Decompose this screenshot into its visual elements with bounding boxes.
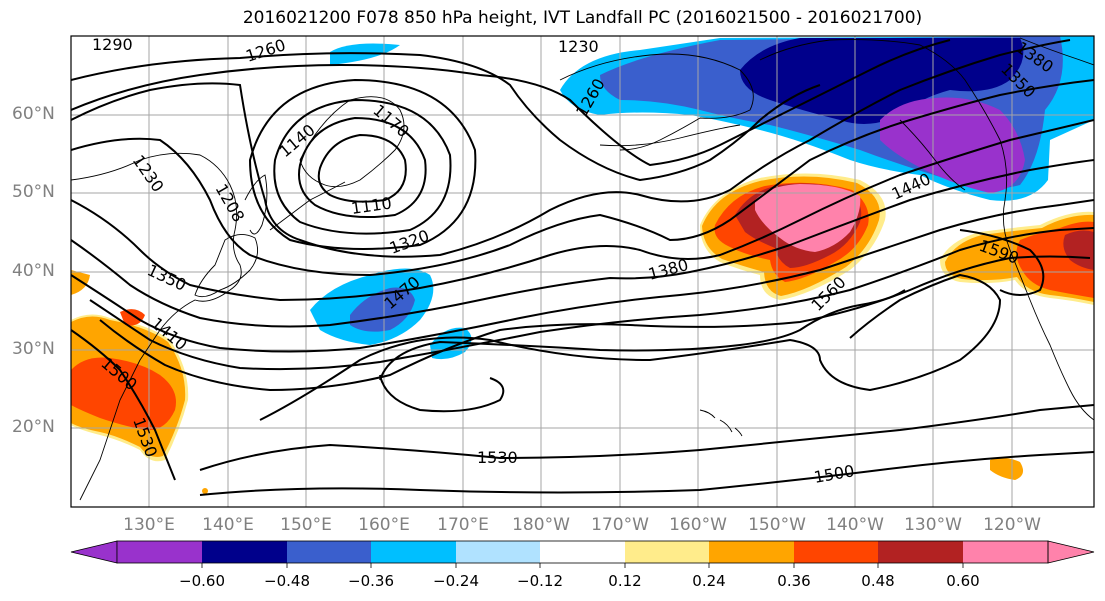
lon-label: 160°E [358, 515, 410, 535]
colorbar-bin [287, 541, 371, 563]
colorbar-tick-label: −0.24 [433, 572, 479, 590]
shade-neg-purple-alaska [880, 97, 1025, 193]
shade-pos-orange-hawaii-east [990, 457, 1024, 480]
shade-neg-light-north [330, 43, 400, 65]
colorbar-bin [456, 541, 540, 563]
lon-label: 150°E [280, 515, 332, 535]
contour-label: 1110 [350, 193, 393, 217]
contour-1500-west [71, 329, 176, 481]
lat-label: 20°N [12, 417, 55, 437]
contour-label: 1320 [387, 226, 432, 258]
lon-label: 130°W [904, 515, 962, 535]
contour-1290 [71, 39, 1071, 258]
colorbar-tick-label: 0.36 [777, 572, 811, 590]
contour-1560 [379, 289, 906, 381]
figure-title: 2016021200 F078 850 hPa height, IVT Land… [242, 8, 923, 28]
coast-japan [194, 234, 259, 298]
colorbar-bin [202, 541, 287, 563]
contour-1110 [317, 133, 407, 203]
contour-1208 [248, 78, 477, 250]
coast-sakhalin [244, 174, 268, 235]
lon-label: 120°W [983, 515, 1041, 535]
coast-gulf-alaska [759, 39, 1094, 421]
colorbar-bin [625, 541, 709, 563]
colorbar [70, 540, 1095, 568]
colorbar-bin [794, 541, 878, 563]
colorbar-bin [963, 541, 1048, 563]
contour-1530-south [199, 404, 1094, 471]
lat-label: 50°N [12, 182, 55, 202]
coast-hawaii [699, 409, 743, 437]
map-frame [70, 35, 1095, 508]
contour-1170 [273, 98, 452, 235]
lon-label: 180°W [512, 515, 570, 535]
coast-north-arctic [1019, 37, 1094, 66]
coast-aleutians [599, 124, 741, 147]
colorbar-tick-label: −0.48 [264, 572, 310, 590]
contour-1590 [959, 229, 1045, 296]
contour-1230 [71, 52, 821, 182]
colorbar-extend-left [70, 540, 118, 564]
height-contours [71, 39, 1094, 496]
coast-asia-east [71, 152, 242, 501]
lon-label: 130°E [123, 515, 175, 535]
shade-pos-orange-wp-small [120, 309, 145, 326]
contour-label: 1260 [243, 35, 288, 66]
lat-label: 60°N [12, 104, 55, 124]
lon-label: 160°W [669, 515, 727, 535]
lat-label: 40°N [12, 261, 55, 281]
colorbar-tick-label: −0.36 [348, 572, 394, 590]
contour-1530-east-lobe [379, 374, 505, 413]
shade-pos-darkred-ca [1063, 230, 1094, 270]
contour-1140 [298, 116, 427, 219]
shade-pos-dot [202, 488, 208, 494]
contour-1530 [259, 273, 1002, 421]
coast-canada-islands [899, 119, 966, 191]
contour-1500-south [199, 451, 1094, 496]
colorbar-extend-right [1047, 540, 1095, 564]
colorbar-bin [540, 541, 625, 563]
contour-label: 1230 [558, 37, 599, 56]
contour-label: 1380 [646, 255, 690, 284]
colorbar-tick-label: 0.24 [692, 572, 726, 590]
lon-label: 140°E [202, 515, 254, 535]
contour-label: 1170 [369, 101, 412, 142]
contour-label: 1350 [144, 260, 189, 294]
contour-label: 1530 [477, 448, 518, 467]
contour-label: 1290 [92, 35, 133, 54]
contour-1410 [71, 199, 1094, 353]
colorbar-bin [371, 541, 456, 563]
contour-1320 [71, 79, 1094, 277]
contour-1470 [99, 255, 1091, 392]
coast-alaska [559, 53, 754, 151]
lat-label: 30°N [12, 339, 55, 359]
coast-kurils [269, 181, 346, 231]
lon-label: 170°W [591, 515, 649, 535]
shade-pos-pink-center [755, 184, 861, 252]
lon-label: 170°E [437, 515, 489, 535]
colorbar-tick-label: 0.60 [946, 572, 980, 590]
contour-label: 1440 [889, 169, 934, 203]
contour-1260 [71, 39, 951, 167]
contour-1440 [89, 227, 1094, 371]
colorbar-tick-label: −0.12 [517, 572, 563, 590]
colorbar-bin [117, 541, 202, 563]
colorbar-tick-label: 0.48 [861, 572, 895, 590]
colorbar-bin [878, 541, 963, 563]
shade-neg-navy-gulf [740, 38, 1024, 124]
contour-label: 1500 [812, 461, 855, 487]
colorbar-bin [709, 541, 794, 563]
lon-label: 150°W [748, 515, 806, 535]
colorbar-tick-label: 0.12 [608, 572, 642, 590]
contour-1350 [71, 119, 1094, 302]
lon-label: 140°W [826, 515, 884, 535]
contour-1380 [71, 159, 1094, 328]
colorbar-tick-label: −0.60 [179, 572, 225, 590]
contour-label: 1230 [129, 151, 168, 195]
colorbar-frame [116, 540, 1049, 564]
shade-pos-orange-wp-north [71, 270, 90, 295]
